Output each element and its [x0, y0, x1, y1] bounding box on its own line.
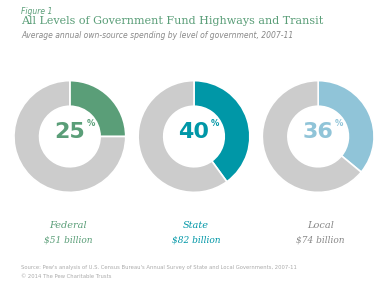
Text: Average annual own-source spending by level of government, 2007-11: Average annual own-source spending by le… — [21, 32, 294, 40]
Wedge shape — [318, 81, 374, 172]
Wedge shape — [14, 81, 126, 192]
Text: Federal: Federal — [49, 220, 87, 230]
Text: Local: Local — [307, 220, 334, 230]
Text: $51 billion: $51 billion — [43, 236, 92, 244]
Text: %: % — [87, 118, 95, 127]
Text: %: % — [335, 118, 343, 127]
Text: $82 billion: $82 billion — [171, 236, 220, 244]
Text: Source: Pew's analysis of U.S. Census Bureau's Annual Survey of State and Local : Source: Pew's analysis of U.S. Census Bu… — [21, 266, 297, 271]
Text: %: % — [211, 118, 219, 127]
Text: State: State — [183, 220, 209, 230]
Text: 25: 25 — [54, 122, 85, 142]
Text: $74 billion: $74 billion — [296, 236, 344, 244]
Wedge shape — [262, 81, 361, 192]
Text: © 2014 The Pew Charitable Trusts: © 2014 The Pew Charitable Trusts — [21, 274, 112, 280]
Text: 40: 40 — [178, 122, 210, 142]
Wedge shape — [138, 81, 227, 192]
Wedge shape — [194, 81, 250, 182]
Wedge shape — [70, 81, 126, 136]
Text: 36: 36 — [303, 122, 334, 142]
Text: All Levels of Government Fund Highways and Transit: All Levels of Government Fund Highways a… — [21, 16, 324, 26]
Text: Figure 1: Figure 1 — [21, 8, 53, 16]
